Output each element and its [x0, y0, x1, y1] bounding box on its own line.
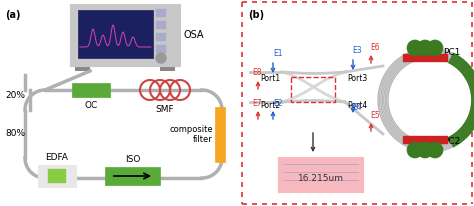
Text: (b): (b): [248, 10, 264, 20]
Bar: [156, 33, 166, 41]
Bar: [156, 9, 166, 17]
Text: 80%: 80%: [5, 129, 25, 137]
Text: PC2: PC2: [443, 137, 460, 146]
Bar: [403, 54, 447, 61]
Bar: [48, 169, 66, 183]
Text: E4: E4: [352, 103, 362, 112]
Text: E6: E6: [370, 43, 380, 52]
Bar: [70, 4, 180, 66]
Text: ISO: ISO: [125, 155, 140, 164]
Text: Port1: Port1: [260, 74, 280, 83]
Circle shape: [407, 142, 423, 158]
Bar: [156, 45, 166, 53]
Bar: [292, 77, 336, 102]
Text: OSA: OSA: [184, 30, 204, 40]
Bar: [75, 66, 90, 71]
Text: +: +: [64, 171, 72, 181]
Text: EDFA: EDFA: [46, 153, 68, 162]
Circle shape: [407, 40, 423, 56]
Text: E8: E8: [252, 68, 262, 77]
Text: E2: E2: [273, 99, 283, 108]
Text: Port2: Port2: [260, 101, 280, 110]
Text: 16.215um: 16.215um: [298, 174, 344, 183]
Text: PC1: PC1: [443, 48, 460, 56]
Circle shape: [417, 142, 433, 158]
Bar: [38, 165, 76, 187]
Text: filter: filter: [193, 135, 213, 144]
Text: Port3: Port3: [347, 74, 367, 83]
Bar: [105, 167, 160, 185]
Bar: [278, 157, 363, 192]
Bar: [78, 10, 153, 58]
Circle shape: [427, 142, 443, 158]
Bar: [215, 107, 225, 162]
Text: E5: E5: [370, 111, 380, 120]
Circle shape: [417, 40, 433, 56]
Text: composite: composite: [169, 124, 213, 133]
Bar: [403, 136, 447, 143]
Text: (a): (a): [5, 10, 20, 20]
Text: E7: E7: [252, 99, 262, 108]
Text: E1: E1: [273, 49, 283, 58]
Bar: [160, 66, 175, 71]
Text: OC: OC: [84, 101, 98, 110]
Text: E3: E3: [352, 46, 362, 55]
Text: 20%: 20%: [5, 90, 25, 99]
Text: Port4: Port4: [347, 101, 367, 110]
Circle shape: [156, 53, 166, 63]
Bar: [72, 83, 110, 97]
Bar: [156, 21, 166, 29]
Circle shape: [427, 40, 443, 56]
Text: SMF: SMF: [155, 105, 174, 114]
Text: -: -: [42, 171, 46, 181]
